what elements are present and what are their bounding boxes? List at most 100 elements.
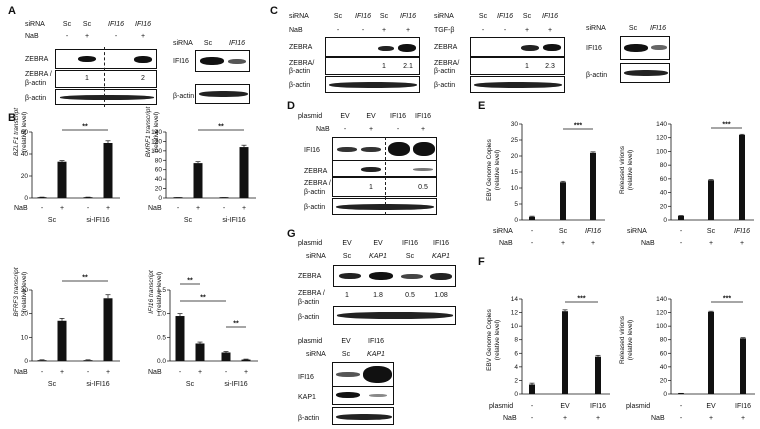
g-ratio-3: 0.5 [405,292,415,299]
band [336,392,360,398]
y-tick-label: 20 [660,203,668,210]
a-zebra-blot [55,49,157,69]
b4-sign-4: + [243,369,249,376]
b3-ylabel-text: BFRF3 transcript [13,267,20,317]
band [624,44,648,52]
y-tick-label: 80 [660,162,668,169]
bar [175,316,185,361]
y-tick-label: 60 [155,167,163,174]
bar [103,143,113,198]
b2-sign-4: + [241,205,247,212]
e1-row2-1: - [530,240,534,247]
b3-ylabel-rel: (relative level) [21,271,28,313]
c1-actin-blot [325,76,420,93]
significance-label: ** [218,124,224,131]
d-nab-1: - [343,126,347,133]
b4-sign-3: - [224,369,228,376]
c2-sirna-3: Sc [522,13,532,20]
c1-row-zebra: ZEBRA [289,44,313,51]
c1-row-ratio-actin: β-actin [289,68,311,75]
g2-ifi16-blot [332,362,394,387]
a-nab-4: + [140,33,146,40]
y-tick-label: 2 [514,377,518,384]
g-ratio-2: 1.8 [373,292,383,299]
y-tick-label: 0 [514,391,518,398]
splice-line [104,47,105,107]
f1-row1-3: IFI16 [590,403,606,410]
a-nab-3: - [114,33,118,40]
f2-row1-3: IFI16 [735,403,751,410]
panel-letter-c: C [270,5,278,17]
b1-sign-1: - [40,205,44,212]
panel-letter-e: E [478,100,486,112]
a-sirna-label: siRNA [25,21,45,28]
d-ratio-box [332,177,437,197]
g-row-zebra: ZEBRA [298,273,322,280]
a-ratio-2: 2 [141,75,145,82]
c1-treat-4: + [405,27,411,34]
f2-row2-2: + [708,415,714,422]
b3-sign-1: - [40,369,44,376]
f1-row2-1: - [530,415,534,422]
g-plasmid-3: IFI16 [402,240,418,247]
c2-treat-3: + [524,27,530,34]
band [430,273,452,280]
c2-zebra-blot [470,37,565,57]
a-nab-1: - [65,33,69,40]
band [78,56,96,62]
c1-ratio-2: 2.1 [403,63,413,70]
y-tick-label: 140 [656,296,667,303]
y-tick-label: 5 [514,201,518,208]
e1-ylabel: EBV Genome Copies [486,139,493,201]
significance-label: *** [722,122,730,129]
b2-group-2: si-IFI16 [222,217,246,224]
bar [221,352,231,361]
b1-ylabel-text: BZLF1 transcript [13,107,20,157]
d-row-ratio-actin: β-actin [304,189,326,196]
c2-ratio-1: 1 [525,63,529,70]
b3-sign-4: + [105,369,111,376]
b4-ylabel: IFI16 transcript [148,252,156,332]
a2-sirna-label: siRNA [173,40,193,47]
a-sirna-4: IFI16 [135,21,151,28]
c3-sirna-label: siRNA [586,25,606,32]
e1-row1-2: Sc [558,228,568,235]
panel-letter-g: G [287,228,296,240]
band [336,372,360,377]
c2-actin-blot [470,76,565,93]
d-nab-label: NaB [316,126,330,133]
g2-plasmid-2: IFI16 [368,338,384,345]
d-row-actin: β-actin [304,204,326,211]
a-ratio-1: 1 [85,75,89,82]
band [543,44,561,51]
f2-row2-label: NaB [651,415,665,422]
g2-actin-blot [332,407,394,425]
bar [83,197,93,198]
c2-sirna-1: Sc [478,13,488,20]
c3-sirna-1: Sc [628,25,638,32]
y-tick-label: 20 [155,186,163,193]
d-row-zebra: ZEBRA [304,168,328,175]
bar [595,356,601,394]
band [361,147,381,152]
c3-ifi16-blot [620,36,670,60]
b2-sign-1: - [176,205,180,212]
band [369,394,387,397]
b2-ylabel: BMRF1 transcript [145,92,153,172]
y-tick-label: 0 [663,217,667,224]
band [228,59,246,64]
f2-ylabel-rel: (relative level) [627,319,634,361]
b1-group-2: si-IFI16 [86,217,110,224]
y-tick-label: 12 [511,310,519,317]
g2-row-kap1: KAP1 [298,394,316,401]
d-ratio-1: 1 [369,184,373,191]
c1-sirna-1: Sc [333,13,343,20]
d-plasmid-4: IFI16 [415,113,431,120]
band [388,142,410,156]
a2-row-actin: β-actin [173,93,195,100]
c2-row-ratio-actin: β-actin [434,68,456,75]
